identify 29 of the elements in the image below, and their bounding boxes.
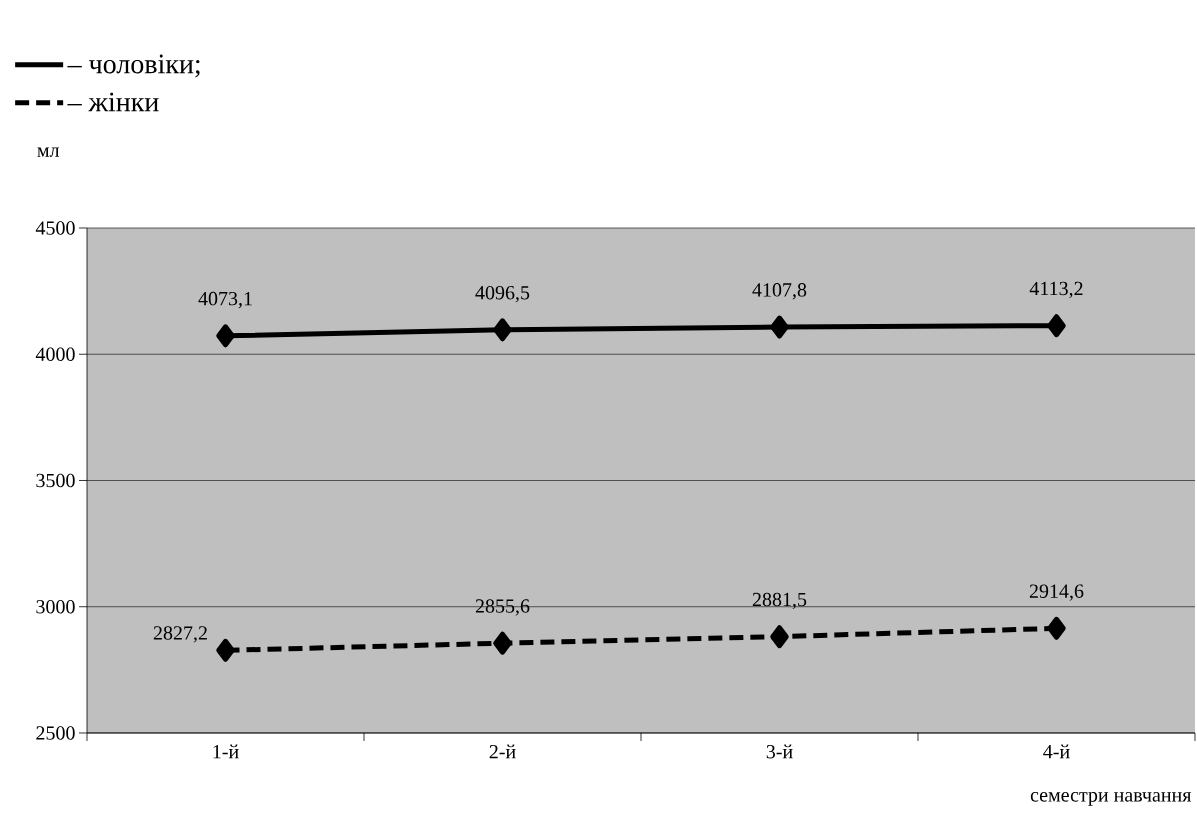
data-label: 2881,5 <box>752 592 807 610</box>
point <box>1047 616 1066 640</box>
y-tick-label: 2500 <box>36 726 75 740</box>
y-tick-label: 3000 <box>36 599 75 614</box>
data-label: 4113,2 <box>1029 281 1083 299</box>
y-tick-label: 4000 <box>35 347 75 361</box>
data-label: 2827,2 <box>153 626 207 643</box>
x-tick-label: 4-й <box>1043 744 1070 759</box>
point <box>493 631 512 655</box>
point <box>770 625 789 649</box>
x-tick-label: 2-й <box>489 744 516 759</box>
legend-label: – жінки <box>67 92 159 112</box>
data-label: 2855,6 <box>475 599 530 616</box>
data-label: 4073,1 <box>198 291 252 309</box>
data-label: 4107,8 <box>752 283 807 300</box>
data-label: 2914,6 <box>1029 584 1084 601</box>
point <box>493 318 512 342</box>
y-tick-label: 4500 <box>35 221 75 235</box>
data-label: 4096,5 <box>475 285 530 303</box>
legend-label: – чоловіки; <box>67 54 200 78</box>
x-axis-title: семестри навчання <box>1030 792 1192 806</box>
x-tick-label: 1-й <box>213 744 239 759</box>
x-tick-label: 3-й <box>766 744 793 759</box>
y-axis-title: мл <box>37 147 60 157</box>
point <box>770 315 789 339</box>
point <box>1047 314 1066 338</box>
point <box>216 638 235 662</box>
y-tick-label: 3500 <box>36 473 75 488</box>
point <box>216 324 235 348</box>
